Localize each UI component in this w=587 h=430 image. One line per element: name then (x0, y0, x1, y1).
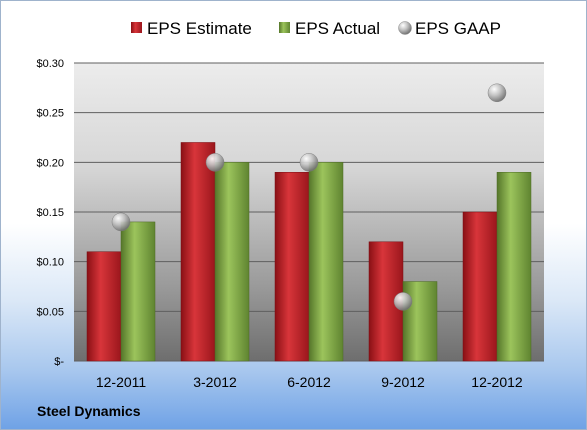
bar-eps-actual (214, 162, 250, 362)
y-axis-ticks: $- $0.05 $0.10 $0.15 $0.20 $0.25 $0.30 (36, 58, 64, 368)
legend: EPS Estimate EPS Actual EPS GAAP (131, 19, 501, 38)
bar-eps-actual (120, 221, 156, 362)
bar-eps-actual (308, 162, 344, 362)
gaap-markers (111, 83, 507, 311)
marker-eps-gaap (487, 83, 507, 103)
x-axis-ticks: 12-2011 3-2012 6-2012 9-2012 12-2012 (96, 374, 523, 390)
bar-eps-estimate (462, 211, 498, 362)
bar-eps-actual (496, 172, 532, 362)
y-tick-label: $0.05 (36, 306, 64, 318)
legend-swatch (131, 22, 142, 33)
y-tick-label: $0.20 (36, 157, 64, 169)
legend-swatch (279, 22, 290, 33)
x-tick-label: 12-2011 (96, 374, 147, 390)
y-tick-label: $- (54, 356, 64, 368)
marker-eps-gaap (299, 153, 319, 172)
legend-label: EPS Estimate (147, 19, 252, 38)
marker-eps-gaap (205, 153, 225, 172)
x-tick-label: 6-2012 (287, 374, 331, 390)
x-tick-label: 12-2012 (471, 374, 523, 390)
y-tick-label: $0.30 (36, 58, 64, 70)
bars (86, 142, 532, 362)
legend-label: EPS GAAP (415, 19, 501, 38)
bar-eps-estimate (180, 142, 216, 362)
company-name: Steel Dynamics (37, 403, 141, 419)
legend-swatch (398, 21, 412, 35)
marker-eps-gaap (111, 212, 131, 232)
bar-eps-estimate (86, 251, 122, 362)
y-tick-label: $0.15 (36, 207, 64, 219)
y-tick-label: $0.10 (36, 257, 64, 269)
legend-label: EPS Actual (295, 19, 380, 38)
x-tick-label: 9-2012 (381, 374, 425, 390)
x-tick-label: 3-2012 (193, 374, 237, 390)
bar-eps-estimate (274, 172, 310, 362)
marker-eps-gaap (393, 292, 413, 311)
y-tick-label: $0.25 (36, 108, 64, 120)
bar-eps-actual (402, 281, 438, 362)
